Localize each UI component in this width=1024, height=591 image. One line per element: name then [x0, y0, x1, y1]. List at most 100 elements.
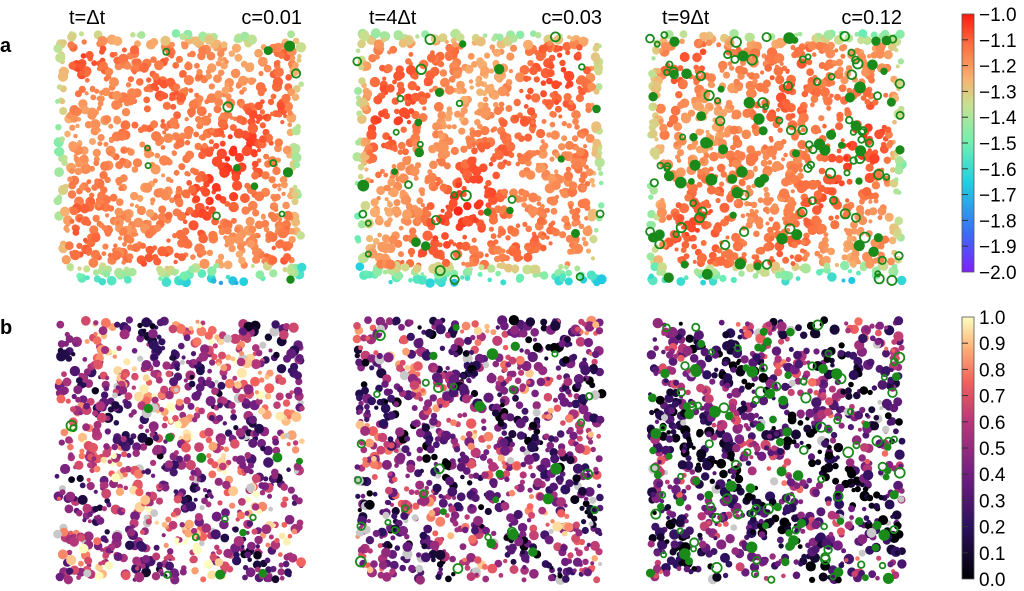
particle [168, 324, 178, 334]
particle [83, 402, 90, 410]
particle [205, 501, 212, 508]
particle [405, 203, 413, 211]
particle [388, 279, 393, 285]
particle [200, 174, 209, 183]
particle [70, 249, 81, 261]
particle [75, 396, 81, 403]
particle [196, 68, 203, 76]
particle [89, 165, 95, 172]
particle [848, 276, 856, 285]
highlighted-particle [847, 48, 856, 57]
particle [183, 454, 191, 463]
particle [514, 132, 522, 140]
particle [390, 535, 396, 541]
particle [445, 137, 454, 146]
particle [716, 247, 723, 254]
particle [462, 412, 468, 418]
particle [575, 94, 585, 103]
particle [367, 153, 378, 163]
particle [165, 561, 174, 571]
particle [201, 187, 211, 197]
particle [150, 370, 158, 378]
particle [77, 140, 83, 145]
particle [775, 75, 785, 85]
particle [519, 348, 524, 353]
particle [244, 452, 252, 459]
highlighted-particle [701, 268, 713, 280]
highlighted-particle [851, 55, 861, 65]
particle [164, 265, 169, 270]
particle [251, 528, 258, 535]
particle [711, 154, 718, 162]
particle [218, 351, 226, 360]
highlighted-particle [424, 33, 436, 46]
particle [98, 222, 105, 229]
particle [115, 487, 125, 496]
particle [117, 236, 123, 241]
particle [388, 235, 398, 245]
particle [448, 198, 458, 208]
particle [211, 461, 219, 469]
particle [123, 358, 131, 366]
particle [354, 464, 361, 470]
particle [254, 48, 263, 58]
particle [59, 206, 70, 217]
particle [170, 103, 177, 110]
particle [113, 420, 120, 426]
particle [460, 145, 468, 153]
particle [211, 182, 221, 192]
particle [112, 436, 121, 444]
particle [840, 76, 849, 85]
highlighted-particle [689, 159, 701, 171]
particle [473, 326, 483, 336]
particle [96, 203, 102, 209]
particle [126, 453, 132, 458]
particle [109, 51, 116, 58]
particle [895, 64, 900, 69]
particle [177, 253, 186, 262]
particle [501, 430, 508, 437]
particle [232, 180, 243, 191]
particle [771, 203, 779, 210]
particle [540, 203, 545, 209]
particle [258, 407, 266, 415]
particle [258, 70, 264, 77]
highlighted-particle [165, 433, 175, 442]
particle [198, 380, 204, 385]
particle [200, 249, 207, 256]
particle [243, 384, 254, 395]
particle [78, 63, 85, 70]
particle [408, 108, 415, 115]
particle [286, 467, 291, 473]
particle [393, 71, 403, 81]
particle [680, 206, 686, 212]
particle [527, 107, 536, 116]
highlighted-particle [414, 118, 423, 127]
particle [370, 198, 379, 207]
particle [471, 526, 479, 535]
particle [69, 124, 76, 131]
particle [252, 248, 261, 257]
particle [819, 87, 830, 98]
particle [695, 228, 700, 233]
particle [488, 161, 494, 167]
particle [178, 342, 185, 350]
particle [659, 198, 665, 203]
particle [78, 543, 89, 554]
particle [450, 30, 458, 38]
particle [64, 241, 74, 251]
particle [452, 69, 462, 79]
particle [200, 576, 207, 583]
particle [590, 237, 597, 244]
particle [524, 133, 533, 142]
particle [113, 552, 123, 561]
particle [459, 116, 464, 122]
particle [247, 207, 252, 212]
particle [70, 406, 76, 413]
particle [225, 274, 231, 280]
particle [291, 446, 300, 454]
particle [509, 44, 518, 52]
particle [563, 93, 572, 102]
particle [598, 171, 604, 176]
particle [173, 111, 182, 120]
